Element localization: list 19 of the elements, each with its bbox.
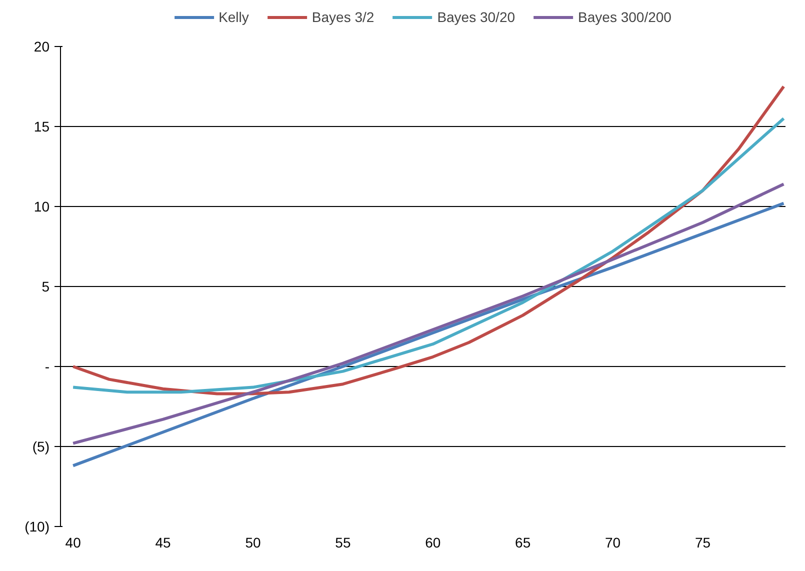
y-tick-label: - — [44, 358, 50, 374]
legend-label: Bayes 30/20 — [437, 9, 516, 25]
legend-label: Bayes 3/2 — [312, 9, 374, 25]
y-tick-label: 20 — [34, 38, 50, 54]
legend-label: Kelly — [218, 9, 249, 25]
y-tick-label: (10) — [24, 518, 50, 534]
x-tick-label: 65 — [515, 534, 531, 550]
y-tick-label: 5 — [42, 278, 50, 294]
y-tick-label: 10 — [34, 198, 50, 214]
x-tick-label: 50 — [245, 534, 261, 550]
y-tick-label: (5) — [32, 438, 50, 454]
x-tick-label: 60 — [425, 534, 441, 550]
x-tick-label: 55 — [335, 534, 351, 550]
x-tick-label: 75 — [694, 534, 711, 550]
x-tick-label: 70 — [605, 534, 621, 550]
x-tick-label: 45 — [155, 534, 172, 550]
y-tick-label: 15 — [34, 118, 50, 134]
legend-label: Bayes 300/200 — [578, 9, 672, 25]
x-tick-label: 40 — [65, 534, 82, 550]
